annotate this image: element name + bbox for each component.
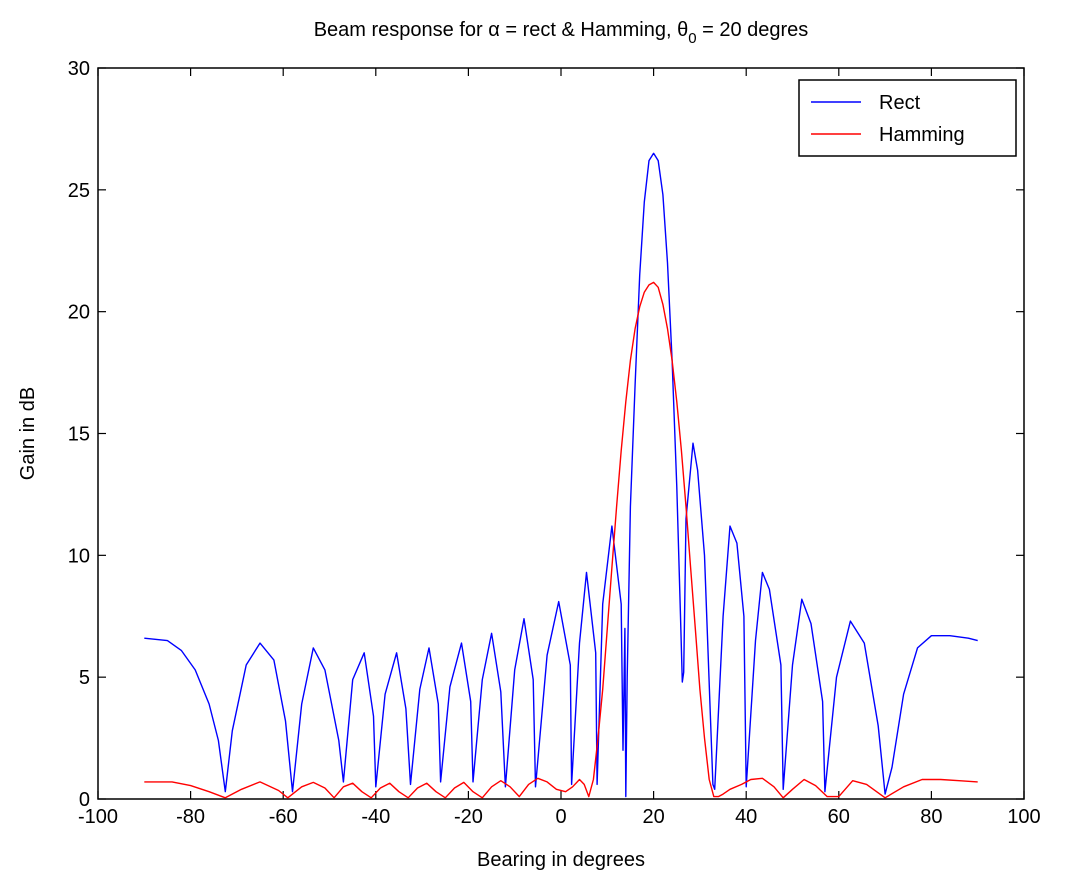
series-line-hamming (144, 281, 978, 799)
legend-label-hamming: Hamming (879, 124, 965, 146)
x-tick-label: 100 (1007, 806, 1040, 828)
y-tick-label: 25 (68, 180, 90, 202)
legend-box (798, 79, 1017, 157)
x-tick-label: -40 (361, 806, 390, 828)
y-tick-label: 20 (68, 302, 90, 324)
x-tick-label: 0 (555, 806, 566, 828)
y-axis-title: Gain in dB (17, 387, 39, 480)
series-group (144, 152, 978, 799)
axis-ticks (97, 67, 1025, 800)
series-line-rect (144, 152, 978, 798)
x-tick-label: 60 (828, 806, 850, 828)
x-axis-title: Bearing in degrees (477, 849, 645, 871)
x-tick-label: 80 (920, 806, 942, 828)
y-tick-label: 0 (79, 789, 90, 811)
x-tick-labels: -100 -80 -60 -40 -20 0 20 40 60 80 100 (78, 806, 1041, 828)
x-tick-label: 40 (735, 806, 757, 828)
y-tick-label: 15 (68, 424, 90, 446)
y-tick-label: 30 (68, 58, 90, 80)
y-tick-label: 10 (68, 545, 90, 567)
legend-label-rect: Rect (879, 92, 921, 114)
x-tick-label: -20 (454, 806, 483, 828)
legend: Rect Hamming (798, 79, 1017, 157)
x-tick-label: -100 (78, 806, 118, 828)
x-tick-label: -60 (269, 806, 298, 828)
x-tick-label: 20 (642, 806, 664, 828)
y-tick-label: 5 (79, 667, 90, 689)
chart-title: Beam response for α = rect & Hamming, θ0… (314, 19, 809, 47)
plot-frame (97, 67, 1025, 800)
y-tick-labels: 0 5 10 15 20 25 30 (68, 58, 90, 811)
x-tick-label: -80 (176, 806, 205, 828)
